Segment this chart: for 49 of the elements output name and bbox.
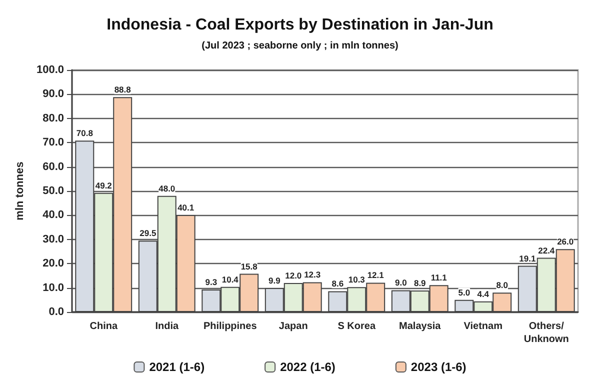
data-label: 12.0 [285, 270, 302, 280]
data-label: 8.9 [414, 278, 426, 288]
y-tick-label: 20.0 [42, 258, 64, 270]
y-tick-label: 10.0 [42, 282, 64, 294]
data-label: 29.5 [140, 228, 156, 238]
data-label: 15.8 [240, 261, 258, 272]
x-tick-label: Philippines [203, 321, 258, 332]
data-label: 48.0 [158, 183, 176, 194]
y-tick-label: 80.0 [42, 112, 64, 124]
data-label: 70.8 [76, 128, 94, 138]
legend-label: 2023 (1-6) [410, 360, 466, 374]
data-label: 5.0 [458, 287, 470, 298]
x-tick-label: Japan [278, 321, 308, 332]
data-label: 9.3 [205, 276, 218, 287]
y-tick-label: 90.0 [42, 88, 64, 100]
chart-title: Indonesia - Coal Exports by Destination in Jan-Jun [106, 16, 494, 34]
y-tick-label: 70.0 [42, 136, 64, 149]
data-label: 49.2 [95, 180, 112, 190]
y-axis-title: mln tonnes [14, 162, 26, 220]
legend-label: 2022 (1-6) [280, 360, 336, 374]
data-label: 88.8 [114, 84, 132, 95]
data-label: 4.4 [477, 288, 490, 299]
data-label: 9.0 [394, 278, 408, 288]
chart-subtitle: (Jul 2023 ; seaborne only ; in mln tonnes) [202, 40, 398, 52]
x-tick-label: Malaysia [399, 321, 442, 332]
x-tick-label: Others/ Unknown [524, 321, 569, 345]
x-tick-label: S Korea [338, 321, 376, 332]
y-tick-label: 30.0 [42, 233, 64, 246]
data-label: 11.1 [430, 272, 448, 283]
data-label: 9.9 [268, 276, 281, 286]
data-label: 10.4 [222, 274, 239, 284]
y-tick-label: 40.0 [42, 209, 64, 222]
data-label: 8.6 [332, 278, 344, 289]
x-tick-label: Vietnam [464, 321, 503, 332]
data-label: 22.4 [538, 245, 555, 256]
data-label: 8.0 [496, 280, 508, 290]
data-label: 19.1 [519, 253, 536, 264]
y-tick-label: 0.0 [48, 306, 64, 318]
x-tick-label: India [155, 321, 179, 332]
data-label: 10.3 [348, 274, 366, 285]
legend-label: 2021 (1-6) [149, 360, 205, 374]
data-label: 12.1 [367, 270, 384, 280]
x-tick-label: China [90, 321, 118, 332]
y-tick-label: 100.0 [36, 64, 64, 76]
y-tick-label: 60.0 [42, 160, 64, 173]
y-tick-label: 50.0 [42, 185, 64, 197]
data-label: 12.3 [304, 270, 321, 280]
data-label: 26.0 [557, 236, 574, 247]
data-label: 40.1 [178, 202, 194, 212]
